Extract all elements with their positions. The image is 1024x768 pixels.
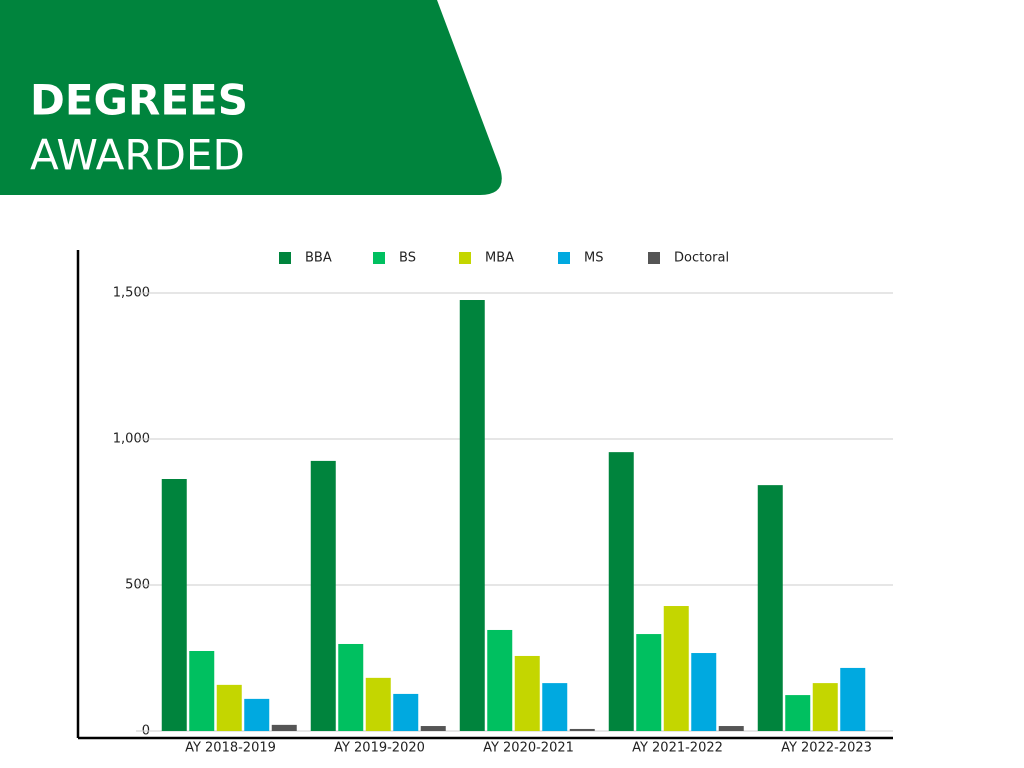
bar bbox=[310, 460, 336, 731]
bar bbox=[663, 606, 689, 731]
legend-swatch bbox=[459, 252, 471, 264]
x-tick-label: AY 2019-2020 bbox=[334, 741, 425, 756]
y-tick-label: 1,000 bbox=[113, 432, 150, 447]
bar bbox=[216, 684, 242, 731]
header-banner bbox=[0, 0, 502, 195]
legend-label: Doctoral bbox=[674, 251, 729, 266]
bar bbox=[420, 726, 446, 731]
bar bbox=[459, 300, 485, 731]
legend-label: BBA bbox=[305, 251, 332, 266]
bar bbox=[840, 667, 866, 731]
bar bbox=[757, 485, 783, 731]
bar bbox=[812, 683, 838, 731]
bar bbox=[785, 695, 811, 731]
bar bbox=[244, 698, 270, 731]
bar bbox=[569, 728, 595, 731]
chart-subtitle: AWARDED bbox=[30, 131, 245, 180]
legend-label: MBA bbox=[485, 251, 514, 266]
bar bbox=[338, 643, 364, 731]
legend-label: BS bbox=[399, 251, 416, 266]
bar bbox=[636, 634, 662, 731]
legend-label: MS bbox=[584, 251, 603, 266]
bar bbox=[542, 683, 568, 731]
bar bbox=[487, 629, 513, 731]
bar bbox=[691, 653, 717, 731]
bar bbox=[189, 650, 215, 731]
x-tick-label: AY 2021-2022 bbox=[632, 741, 723, 756]
bar bbox=[161, 479, 187, 731]
x-tick-label: AY 2020-2021 bbox=[483, 741, 574, 756]
legend-swatch bbox=[279, 252, 291, 264]
chart-title: DEGREES bbox=[30, 76, 248, 125]
bar bbox=[271, 724, 297, 731]
bar bbox=[608, 452, 634, 731]
bar bbox=[393, 693, 419, 731]
x-tick-label: AY 2022-2023 bbox=[781, 741, 872, 756]
bar bbox=[718, 726, 744, 731]
legend-swatch bbox=[558, 252, 570, 264]
bar bbox=[514, 655, 540, 731]
x-tick-label: AY 2018-2019 bbox=[185, 741, 276, 756]
y-tick-label: 1,500 bbox=[113, 286, 150, 301]
legend-swatch bbox=[648, 252, 660, 264]
bar bbox=[365, 677, 391, 731]
legend-swatch bbox=[373, 252, 385, 264]
